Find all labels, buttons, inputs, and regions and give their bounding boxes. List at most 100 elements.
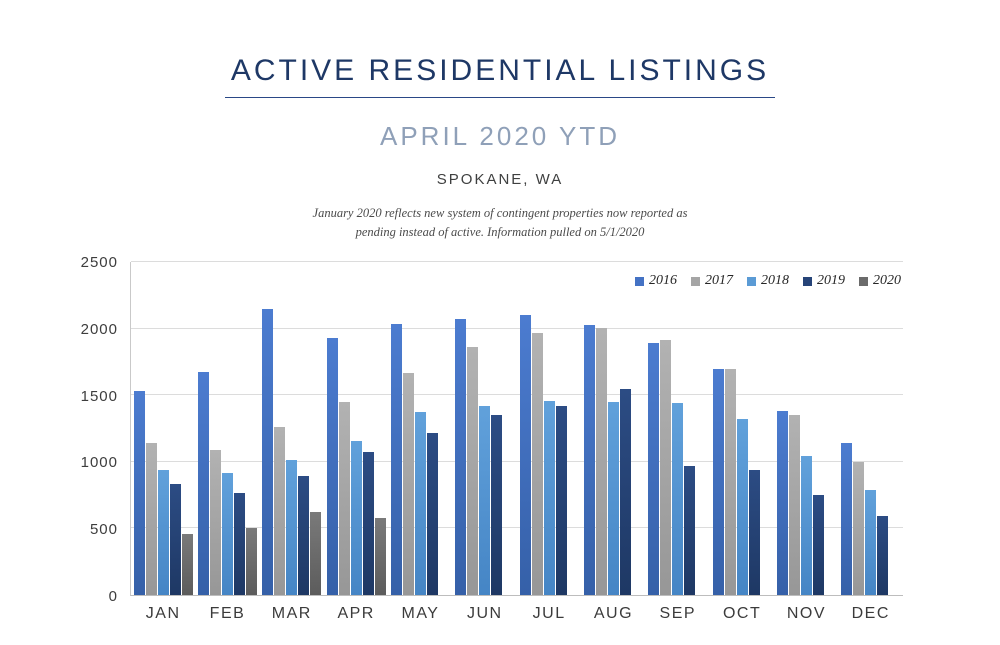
bar-2018-oct xyxy=(736,418,748,595)
y-axis-label: 1000 xyxy=(80,454,118,472)
month-group-aug: AUG xyxy=(581,262,645,622)
bar-2017-jan xyxy=(145,442,157,595)
bar-2017-jun xyxy=(467,346,479,595)
legend-label: 2020 xyxy=(873,273,901,288)
legend-swatch-icon xyxy=(803,276,812,286)
bar-2016-oct xyxy=(712,368,724,595)
legend-label: 2019 xyxy=(817,273,845,288)
y-axis-label: 2000 xyxy=(80,320,118,338)
gridline xyxy=(131,261,903,262)
bar-2019-mar xyxy=(298,476,310,595)
month-label-oct: OCT xyxy=(722,605,762,622)
gridlines xyxy=(131,261,903,595)
bar-2019-feb xyxy=(233,493,245,595)
bar-2016-jan xyxy=(133,391,145,595)
month-label-may: MAY xyxy=(401,605,440,622)
bar-2018-may xyxy=(414,411,426,595)
bar-2019-jul xyxy=(555,405,567,595)
bar-2019-jan xyxy=(169,483,181,595)
legend-label: 2018 xyxy=(761,273,789,288)
bar-2016-dec xyxy=(841,442,853,595)
bar-2020-jan xyxy=(181,534,193,595)
bar-2020-feb xyxy=(245,528,257,595)
chart-note-line1: January 2020 reflects new system of cont… xyxy=(312,206,688,220)
legend-item-2020: 2020 xyxy=(859,273,901,289)
bar-2016-mar xyxy=(262,308,274,595)
month-label-sep: SEP xyxy=(659,605,697,622)
chart-header: ACTIVE RESIDENTIAL LISTINGS APRIL 2020 Y… xyxy=(0,0,1000,242)
bar-2019-oct xyxy=(748,469,760,595)
month-label-nov: NOV xyxy=(786,605,827,622)
legend-swatch-icon xyxy=(859,276,868,286)
month-group-feb: FEB xyxy=(195,262,259,622)
bar-2018-aug xyxy=(607,401,619,595)
title-underline xyxy=(225,97,775,98)
bar-2018-apr xyxy=(350,441,362,595)
bar-2018-jan xyxy=(157,469,169,595)
legend-label: 2016 xyxy=(649,273,677,288)
month-label-jun: JUN xyxy=(467,605,503,622)
bar-2019-dec xyxy=(877,516,889,595)
bar-2019-jun xyxy=(491,415,503,595)
bar-2017-dec xyxy=(853,461,865,595)
month-group-oct: OCT xyxy=(710,262,774,622)
bar-2016-feb xyxy=(197,371,209,595)
bar-2017-jul xyxy=(531,332,543,595)
bar-2018-jun xyxy=(479,405,491,595)
legend: 2016 2017 2018 2019 2020 xyxy=(635,273,901,289)
month-group-jul: JUL xyxy=(517,262,581,622)
bar-2016-nov xyxy=(776,411,788,595)
bar-2019-aug xyxy=(619,389,631,595)
month-group-nov: NOV xyxy=(774,262,838,622)
bar-2017-may xyxy=(402,372,414,595)
bar-2020-mar xyxy=(310,512,322,595)
y-axis-label: 500 xyxy=(89,521,118,539)
gridline xyxy=(131,327,903,329)
legend-label: 2017 xyxy=(705,273,733,288)
bar-2016-jul xyxy=(519,314,531,595)
y-axis-label: 2500 xyxy=(80,254,118,271)
bar-2018-feb xyxy=(221,473,233,595)
bar-2020-apr xyxy=(374,517,386,595)
bar-2017-feb xyxy=(209,450,221,595)
y-axis-labels: 0 500 1000 1500 2000 2500 xyxy=(78,254,124,605)
bar-2017-oct xyxy=(724,368,736,595)
month-group-may: MAY xyxy=(388,262,452,622)
month-group-apr: APR xyxy=(324,262,388,622)
month-group-sep: SEP xyxy=(646,262,710,622)
month-group-jan: JAN xyxy=(131,262,195,622)
month-group-mar: MAR xyxy=(260,262,324,622)
month-label-feb: FEB xyxy=(209,605,246,622)
bar-2017-aug xyxy=(595,327,607,595)
bar-2017-apr xyxy=(338,401,350,595)
month-label-dec: DEC xyxy=(851,605,890,622)
month-label-jul: JUL xyxy=(532,605,566,622)
bar-2017-mar xyxy=(274,427,286,595)
bar-2016-jun xyxy=(455,318,467,595)
month-label-apr: APR xyxy=(337,605,375,622)
bar-2019-nov xyxy=(812,495,824,595)
month-label-jan: JAN xyxy=(145,605,181,622)
bar-2018-nov xyxy=(800,456,812,595)
chart-note-line2: pending instead of active. Information p… xyxy=(355,224,645,239)
bar-2016-apr xyxy=(326,337,338,595)
month-label-aug: AUG xyxy=(593,605,634,622)
bar-2017-nov xyxy=(788,415,800,595)
legend-swatch-icon xyxy=(691,276,700,286)
bar-2018-dec xyxy=(865,489,877,595)
bar-2016-may xyxy=(390,323,402,595)
bar-2019-apr xyxy=(362,451,374,595)
chart-location: SPOKANE, WA xyxy=(436,171,564,188)
legend-item-2016: 2016 xyxy=(635,273,677,289)
month-group-jun: JUN xyxy=(453,262,517,622)
plot-area: JAN FEB MAR APR MAY JUN JUL AUG SEP OCT NOV DEC 201… xyxy=(130,261,903,622)
bar-2018-mar xyxy=(286,460,298,595)
page-title: ACTIVE RESIDENTIAL LISTINGS xyxy=(230,54,770,87)
y-axis-label: 0 xyxy=(108,588,118,605)
bar-2019-sep xyxy=(684,465,696,595)
month-label-mar: MAR xyxy=(271,605,312,622)
chart-note: January 2020 reflects new system of cont… xyxy=(0,204,1000,242)
legend-item-2018: 2018 xyxy=(747,273,789,289)
gridline xyxy=(131,460,903,462)
